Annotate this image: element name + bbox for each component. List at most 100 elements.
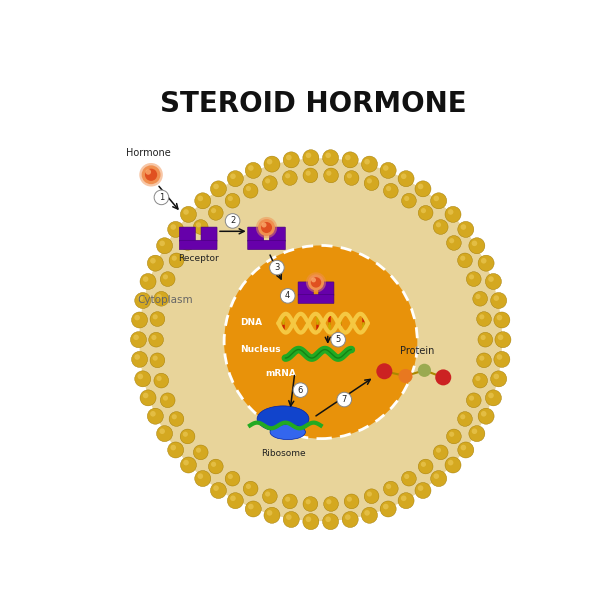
Circle shape — [460, 256, 465, 261]
Circle shape — [228, 474, 233, 479]
Circle shape — [132, 312, 147, 328]
Circle shape — [154, 373, 169, 388]
Circle shape — [433, 196, 439, 201]
Circle shape — [445, 457, 461, 473]
Text: mRNA: mRNA — [265, 370, 296, 378]
Circle shape — [138, 296, 143, 301]
Circle shape — [150, 312, 165, 326]
Circle shape — [466, 393, 481, 408]
Circle shape — [193, 445, 208, 460]
Circle shape — [472, 241, 477, 246]
Circle shape — [228, 196, 233, 201]
FancyBboxPatch shape — [319, 282, 334, 296]
Circle shape — [449, 238, 454, 244]
Circle shape — [493, 374, 499, 379]
Ellipse shape — [270, 425, 305, 439]
Circle shape — [447, 236, 461, 250]
Circle shape — [344, 171, 359, 185]
Circle shape — [213, 184, 219, 189]
Circle shape — [418, 206, 433, 220]
Circle shape — [362, 507, 378, 523]
Circle shape — [418, 485, 424, 491]
Circle shape — [157, 237, 173, 254]
Circle shape — [431, 193, 447, 209]
Circle shape — [306, 272, 326, 293]
Text: Nucleus: Nucleus — [241, 345, 282, 354]
Circle shape — [168, 442, 184, 458]
Circle shape — [342, 152, 358, 168]
Circle shape — [491, 371, 507, 387]
Circle shape — [141, 165, 160, 184]
Circle shape — [230, 173, 236, 179]
Circle shape — [494, 312, 510, 328]
Circle shape — [211, 208, 216, 213]
Circle shape — [265, 178, 271, 184]
Circle shape — [398, 171, 414, 187]
Circle shape — [183, 460, 189, 465]
Circle shape — [469, 425, 485, 442]
Circle shape — [211, 482, 226, 499]
Circle shape — [225, 214, 240, 228]
Circle shape — [213, 485, 219, 491]
Circle shape — [478, 408, 494, 424]
Text: DNA: DNA — [241, 318, 263, 327]
Circle shape — [303, 513, 319, 529]
Circle shape — [386, 186, 391, 191]
Circle shape — [398, 493, 414, 509]
Circle shape — [286, 155, 292, 160]
Text: 2: 2 — [230, 217, 235, 225]
Circle shape — [498, 335, 503, 340]
Circle shape — [150, 258, 155, 264]
Circle shape — [421, 208, 426, 213]
Circle shape — [364, 510, 370, 516]
Circle shape — [376, 364, 392, 379]
Circle shape — [258, 219, 275, 236]
Text: Ribosome: Ribosome — [261, 449, 305, 458]
Circle shape — [163, 395, 168, 401]
Circle shape — [303, 496, 318, 512]
Circle shape — [481, 411, 487, 417]
Circle shape — [227, 171, 244, 187]
Circle shape — [323, 150, 338, 166]
Text: 3: 3 — [274, 263, 280, 272]
Circle shape — [303, 168, 318, 183]
Circle shape — [150, 353, 165, 368]
Circle shape — [157, 376, 162, 381]
Circle shape — [135, 354, 140, 360]
Circle shape — [159, 428, 165, 434]
Circle shape — [495, 332, 511, 348]
Circle shape — [308, 274, 324, 291]
Circle shape — [263, 489, 277, 504]
Circle shape — [493, 296, 499, 301]
Circle shape — [448, 209, 453, 215]
Circle shape — [326, 517, 331, 522]
Circle shape — [324, 496, 338, 512]
Circle shape — [404, 196, 409, 201]
Circle shape — [256, 217, 277, 238]
Text: 7: 7 — [341, 395, 347, 404]
Circle shape — [477, 353, 491, 368]
Circle shape — [447, 429, 461, 444]
FancyBboxPatch shape — [298, 294, 334, 304]
Circle shape — [146, 169, 151, 175]
Circle shape — [458, 442, 474, 458]
Circle shape — [485, 274, 501, 289]
Circle shape — [305, 152, 312, 158]
Circle shape — [479, 315, 484, 319]
Circle shape — [494, 351, 510, 367]
Circle shape — [140, 163, 163, 187]
Circle shape — [431, 471, 447, 487]
Circle shape — [469, 274, 474, 280]
Circle shape — [248, 165, 253, 171]
Circle shape — [461, 445, 466, 450]
Circle shape — [461, 224, 466, 230]
Circle shape — [198, 473, 203, 479]
Circle shape — [476, 294, 480, 299]
Circle shape — [326, 152, 331, 158]
Circle shape — [267, 159, 272, 165]
Circle shape — [270, 260, 284, 275]
Text: 5: 5 — [335, 335, 341, 344]
Circle shape — [497, 315, 502, 321]
Circle shape — [280, 289, 295, 303]
Circle shape — [488, 276, 494, 282]
